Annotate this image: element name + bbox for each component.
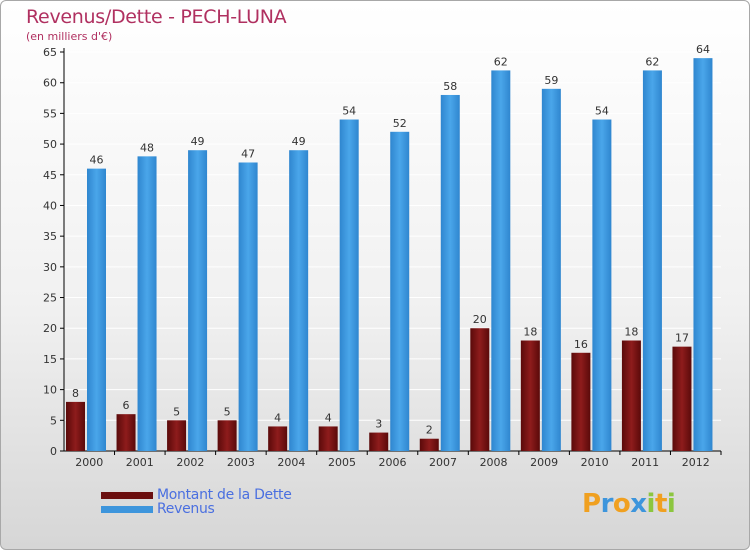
x-tick-label: 2004 <box>277 456 305 469</box>
data-label: 20 <box>473 313 487 326</box>
bar-debt <box>672 346 692 451</box>
data-label: 4 <box>274 411 281 424</box>
bar-revenue <box>238 162 258 451</box>
y-tick-label: 10 <box>43 384 57 397</box>
data-label: 8 <box>72 387 79 400</box>
bar-revenue <box>693 58 713 452</box>
bar-debt <box>167 420 187 451</box>
logo-letter: P <box>582 489 601 519</box>
x-tick-label: 2007 <box>429 456 457 469</box>
data-label: 47 <box>241 147 255 160</box>
bar-revenue <box>87 168 106 451</box>
bar-revenue <box>440 94 460 451</box>
y-tick-label: 45 <box>43 169 57 182</box>
bar-revenue <box>491 70 511 452</box>
legend-swatch-debt <box>101 492 153 499</box>
data-label: 16 <box>574 338 588 351</box>
bar-revenue <box>390 131 410 452</box>
data-label: 54 <box>342 105 356 118</box>
data-label: 49 <box>292 135 306 148</box>
logo-letter: r <box>600 489 614 519</box>
data-label: 4 <box>325 411 332 424</box>
data-label: 48 <box>140 141 154 154</box>
y-tick-label: 5 <box>50 414 57 427</box>
legend-swatch-revenue <box>101 506 153 513</box>
y-tick-label: 30 <box>43 261 57 274</box>
y-tick-label: 35 <box>43 230 57 243</box>
bar-debt <box>116 414 136 451</box>
bar-debt <box>419 438 439 451</box>
x-tick-label: 2002 <box>176 456 204 469</box>
bar-revenue <box>137 156 157 451</box>
y-tick-label: 20 <box>43 322 57 335</box>
data-label: 59 <box>544 74 558 87</box>
logo-letter: t <box>654 489 667 519</box>
logo-letter: i <box>666 489 676 519</box>
bar-debt <box>571 352 591 451</box>
y-tick-label: 55 <box>43 107 57 120</box>
y-tick-label: 65 <box>43 46 57 59</box>
bar-revenue <box>592 119 612 452</box>
data-label: 5 <box>224 405 231 418</box>
x-tick-label: 2000 <box>75 456 103 469</box>
data-label: 18 <box>624 326 638 339</box>
legend-label-revenue: Revenus <box>157 501 215 517</box>
logo-letter: o <box>612 489 631 519</box>
y-tick-label: 40 <box>43 199 57 212</box>
data-label: 46 <box>90 154 104 167</box>
bar-debt <box>470 328 490 451</box>
data-label: 6 <box>123 399 130 412</box>
proxiti-logo: Proxiti <box>582 489 676 519</box>
data-label: 64 <box>696 43 710 56</box>
y-tick-label: 60 <box>43 77 57 90</box>
x-tick-label: 2009 <box>530 456 558 469</box>
data-label: 18 <box>523 326 537 339</box>
data-label: 62 <box>494 55 508 68</box>
data-label: 49 <box>191 135 205 148</box>
x-tick-label: 2008 <box>480 456 508 469</box>
y-tick-label: 50 <box>43 138 57 151</box>
x-tick-label: 2005 <box>328 456 356 469</box>
bar-revenue <box>188 150 208 451</box>
x-tick-label: 2001 <box>126 456 154 469</box>
bar-debt <box>66 401 85 451</box>
data-label: 54 <box>595 105 609 118</box>
chart-title: Revenus/Dette - PECH-LUNA <box>26 6 287 28</box>
x-tick-label: 2003 <box>227 456 255 469</box>
bar-debt <box>369 432 389 451</box>
bar-revenue <box>541 88 561 451</box>
x-tick-label: 2011 <box>631 456 659 469</box>
data-label: 3 <box>375 418 382 431</box>
logo-letter: i <box>646 489 656 519</box>
data-label: 17 <box>675 332 689 345</box>
bar-debt <box>318 426 338 451</box>
data-label: 62 <box>645 55 659 68</box>
data-label: 5 <box>173 405 180 418</box>
bar-debt <box>268 426 288 451</box>
bar-debt <box>621 340 641 451</box>
bar-revenue <box>289 150 309 451</box>
logo-letter: x <box>630 489 647 519</box>
legend-label-debt: Montant de la Dette <box>157 487 292 503</box>
bar-debt <box>217 420 237 451</box>
y-tick-label: 25 <box>43 292 57 305</box>
data-label: 58 <box>443 80 457 93</box>
data-label: 52 <box>393 117 407 130</box>
x-tick-label: 2012 <box>682 456 710 469</box>
chart-subtitle: (en milliers d'€) <box>26 30 113 43</box>
bar-revenue <box>339 119 359 452</box>
bar-revenue <box>642 70 662 452</box>
y-tick-label: 15 <box>43 353 57 366</box>
data-label: 2 <box>426 424 433 437</box>
x-tick-label: 2010 <box>581 456 609 469</box>
x-tick-label: 2006 <box>379 456 407 469</box>
y-tick-label: 0 <box>50 445 57 458</box>
bar-debt <box>520 340 540 451</box>
